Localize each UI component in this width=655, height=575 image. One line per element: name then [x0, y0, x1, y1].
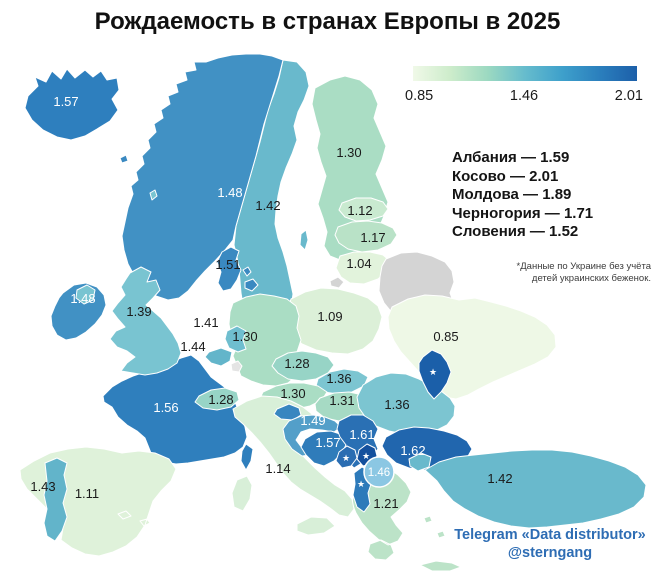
country-italy [231, 395, 355, 536]
legend-min-label: 0.85 [405, 88, 434, 104]
footnote-line-2: детей украинских беженок. [531, 272, 651, 284]
list-item-moldova: Молдова — 1.89 [452, 186, 572, 203]
label-italy: 1.14 [265, 461, 290, 476]
country-united-kingdom [109, 266, 182, 376]
country-luxembourg [230, 360, 243, 373]
credit-channel: Telegram «Data distributor» [454, 527, 646, 543]
region-corsica [240, 443, 254, 471]
credit-handle: @sterngang [507, 545, 593, 561]
label-romania: 1.36 [384, 397, 409, 412]
country-denmark [216, 246, 259, 292]
small-countries-list: Албания — 1.59 Косово — 2.01 Молдова — 1… [452, 149, 593, 242]
label-hungary: 1.31 [329, 393, 354, 408]
star-icon-moldova: ★ [429, 367, 437, 377]
country-greece [351, 465, 462, 572]
legend-labels: 0.85 1.46 2.01 [405, 88, 643, 104]
region-northern-ireland [75, 284, 96, 305]
region-gotland [299, 229, 309, 251]
ukraine-footnote: *Данные по Украине без учёта детей украи… [517, 261, 651, 284]
star-icon-albania: ★ [357, 479, 365, 489]
label-austria: 1.30 [280, 386, 305, 401]
country-montenegro [335, 445, 358, 469]
page-title: Рождаемость в странах Европы в 2025 [94, 8, 561, 35]
country-belgium [204, 347, 233, 367]
country-portugal [43, 457, 68, 542]
star-icon-montenegro: ★ [342, 453, 350, 463]
country-north-macedonia-circle [363, 456, 395, 488]
label-united-kingdom: 1.39 [126, 304, 151, 319]
list-item-montenegro: Черногория — 1.71 [452, 204, 594, 222]
region-kaliningrad [329, 276, 345, 289]
label-north-macedonia: 1.46 [368, 467, 390, 479]
label-norway: 1.48 [217, 185, 242, 200]
label-spain: 1.11 [75, 486, 99, 501]
label-france: 1.56 [153, 400, 178, 415]
country-norway [121, 53, 284, 301]
label-ireland: 1.48 [70, 291, 95, 306]
label-belgium: 1.44 [180, 339, 205, 354]
label-serbia: 1.61 [349, 427, 374, 442]
label-switzerland: 1.28 [208, 392, 233, 407]
country-turkey [408, 449, 647, 529]
country-iceland [24, 68, 120, 141]
label-sweden: 1.42 [255, 198, 280, 213]
country-estonia [338, 197, 389, 222]
telegram-credit: Telegram «Data distributor» @sterngang [435, 526, 655, 562]
country-moldova [418, 349, 452, 400]
country-latvia [334, 220, 398, 253]
label-iceland: 1.57 [53, 94, 78, 109]
label-czechia: 1.28 [284, 356, 309, 371]
label-estonia: 1.12 [347, 203, 372, 218]
label-bosnia: 1.57 [315, 435, 340, 450]
label-portugal: 1.43 [30, 479, 55, 494]
region-faroe-islands [119, 154, 129, 164]
label-ukraine: 0.85 [433, 329, 458, 344]
label-greece: 1.21 [373, 496, 398, 511]
country-netherlands [224, 325, 247, 353]
list-item-slovenia: Словения — 1.52 [452, 223, 579, 240]
country-spain [19, 446, 177, 557]
footnote-line-1: *Данные по Украине без учёта [516, 261, 651, 272]
label-germany: 1.30 [232, 329, 257, 344]
label-croatia: 1.49 [300, 413, 325, 428]
list-item-kosovo: Косово — 2.01 [452, 167, 559, 185]
label-latvia: 1.17 [360, 230, 385, 245]
region-shetland [149, 189, 158, 201]
country-switzerland [194, 387, 240, 411]
country-croatia [282, 414, 342, 457]
legend-mid-label: 1.46 [509, 88, 539, 104]
list-item-albania: Албания — 1.59 [452, 149, 570, 166]
label-finland: 1.30 [336, 145, 361, 160]
star-icon-kosovo: ★ [362, 451, 370, 461]
legend-max-label: 2.01 [614, 88, 643, 104]
legend-gradient [413, 66, 637, 81]
label-bulgaria: 1.62 [400, 443, 425, 458]
label-netherlands: 1.41 [193, 315, 218, 330]
label-lithuania: 1.04 [346, 256, 371, 271]
label-slovakia: 1.36 [326, 371, 351, 386]
label-poland: 1.09 [317, 309, 342, 324]
label-denmark: 1.51 [215, 257, 240, 272]
label-turkey: 1.42 [487, 471, 512, 486]
